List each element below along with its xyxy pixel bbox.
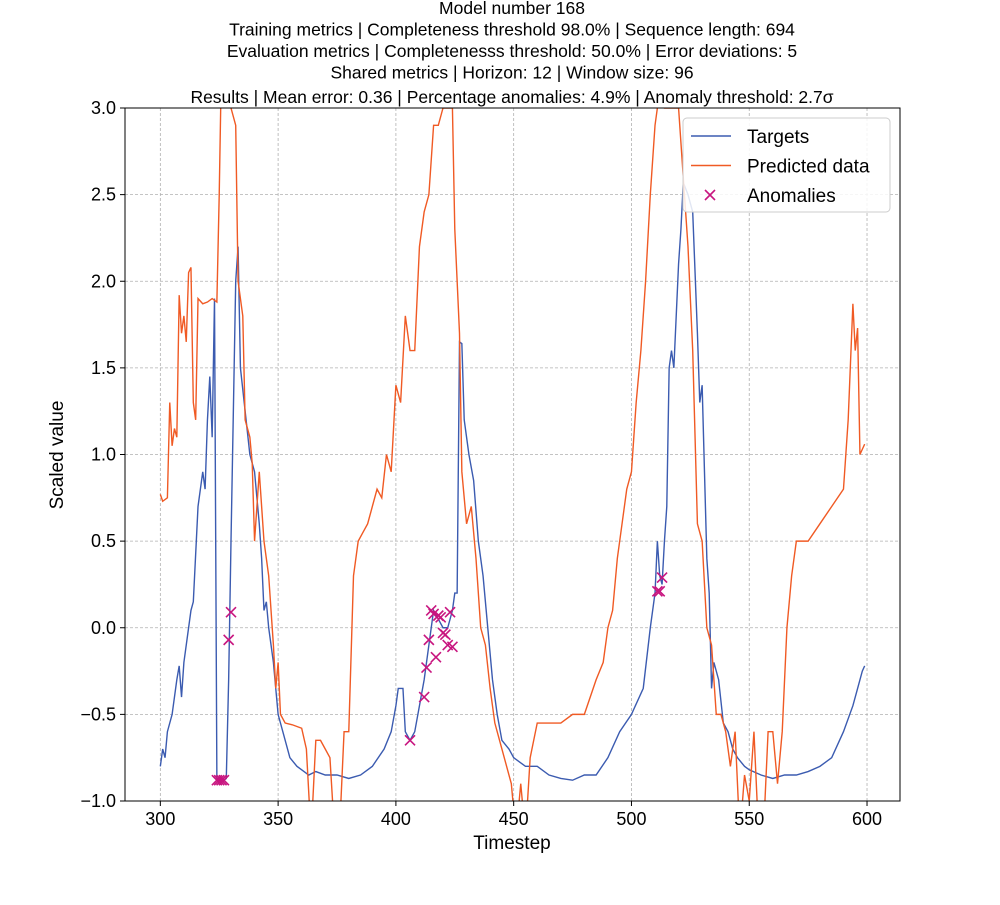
x-tick-label: 450 [499, 809, 529, 829]
x-tick-label: 550 [734, 809, 764, 829]
marker-stroke [216, 774, 228, 786]
anomaly-marker [430, 651, 442, 663]
x-axis-label: Timestep [473, 833, 550, 854]
anomaly-marker [654, 585, 666, 597]
y-tick-label: 3.0 [91, 98, 116, 118]
anomaly-marker [404, 734, 416, 746]
marker-stroke [225, 606, 237, 618]
anomaly-marker [216, 774, 228, 786]
anomaly-marker [213, 774, 225, 786]
chart-title: Training metrics | Completeness threshol… [229, 20, 795, 40]
marker-stroke [404, 734, 416, 746]
marker-stroke [442, 639, 454, 651]
x-tick-label: 300 [145, 809, 175, 829]
anomaly-marker [435, 611, 447, 623]
y-tick-label: 1.5 [91, 358, 116, 378]
y-tick-label: 1.0 [91, 445, 116, 465]
marker-stroke [435, 611, 447, 623]
anomaly-marker [656, 571, 668, 584]
x-tick-label: 350 [263, 809, 293, 829]
marker-stroke [420, 662, 433, 674]
marker-stroke [656, 571, 668, 584]
anomaly-marker [418, 691, 430, 703]
anomaly-marker [423, 634, 435, 646]
y-tick-label: 0.5 [91, 531, 116, 551]
marker-stroke [704, 189, 716, 201]
y-axis-label: Scaled value [47, 401, 68, 510]
y-tick-label: 0.0 [91, 618, 116, 638]
anomaly-marker [225, 606, 237, 618]
marker-stroke [654, 585, 666, 597]
y-tick-label: −1.0 [80, 791, 116, 811]
anomaly-marker [446, 641, 458, 653]
chart-title: Evaluation metrics | Completenesss thres… [227, 41, 797, 61]
marker-stroke [428, 608, 440, 620]
anomaly-marker [444, 606, 456, 618]
y-tick-label: 2.5 [91, 185, 116, 205]
marker-stroke [423, 634, 435, 646]
marker-stroke [430, 651, 442, 663]
marker-stroke [223, 634, 235, 646]
x-tick-label: 400 [381, 809, 411, 829]
legend-box [682, 117, 891, 213]
anomaly-marker [651, 585, 663, 597]
x-tick-label: 600 [852, 809, 882, 829]
series-line [159, 182, 866, 782]
legend-label: Predicted data [747, 157, 870, 178]
marker-stroke [218, 774, 230, 786]
anomaly-marker [223, 634, 235, 646]
x-tick-label: 500 [616, 809, 646, 829]
marker-stroke [446, 641, 458, 653]
chart-title: Model number 168 [439, 0, 585, 18]
marker-stroke [651, 585, 663, 597]
legend-label: Targets [747, 127, 809, 148]
anomaly-marker [420, 662, 433, 674]
chart-title: Results | Mean error: 0.36 | Percentage … [190, 87, 833, 107]
y-tick-label: 2.0 [91, 271, 116, 291]
marker-stroke [444, 606, 456, 618]
series-line [159, 108, 866, 801]
marker-stroke [439, 629, 451, 641]
marker-stroke [213, 774, 225, 786]
anomaly-marker [439, 629, 451, 641]
anomaly-marker [218, 774, 230, 786]
marker-stroke [418, 691, 430, 703]
chart-title: Shared metrics | Horizon: 12 | Window si… [330, 63, 693, 83]
legend-label: Anomalies [747, 186, 836, 207]
legend-swatch [704, 189, 716, 201]
y-tick-label: −0.5 [80, 704, 116, 724]
